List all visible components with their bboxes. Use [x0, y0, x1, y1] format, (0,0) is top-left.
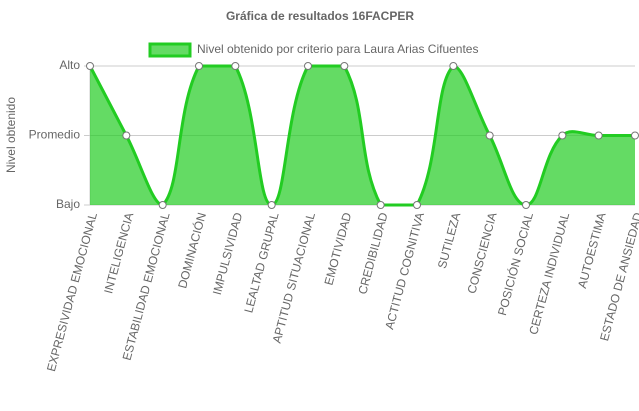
x-tick-label: DOMINACIÓN [174, 211, 209, 290]
point [522, 201, 530, 209]
y-tick-label: Bajo [56, 197, 80, 211]
y-axis-title: Nivel obtenido [4, 97, 18, 173]
x-tick-label: CREDIBILIDAD [355, 211, 390, 296]
y-tick-label: Alto [59, 58, 80, 72]
point [413, 201, 421, 209]
point [558, 131, 567, 140]
point [267, 201, 276, 209]
point [594, 131, 603, 140]
x-tick-label: ACTITUD COGNITIVA [382, 211, 427, 331]
point [231, 62, 240, 70]
point [485, 131, 494, 140]
point [158, 201, 167, 209]
chart-title: Gráfica de resultados 16FACPER [226, 9, 414, 23]
x-tick-label: SUTILEZA [435, 211, 463, 270]
x-tick-label: IMPULSIVIDAD [210, 211, 246, 297]
legend-swatch [148, 42, 192, 58]
x-tick-label: CERTEZA INDIVIDUAL [526, 211, 572, 336]
point [340, 62, 349, 70]
x-tick-label: LEALTAD GRUPAL [241, 211, 281, 315]
x-tick-label: EXPRESIVIDAD EMOCIONAL [44, 211, 100, 373]
point [631, 131, 639, 140]
point [86, 62, 94, 70]
point [122, 131, 131, 140]
x-tick-label: EMOTIVIDAD [321, 211, 354, 287]
x-tick-label: AUTOESTIMA [575, 211, 609, 290]
x-tick-label: INTELIGENCIA [101, 211, 136, 295]
point [304, 62, 312, 70]
x-tick-label: CONSCIENCIA [465, 211, 500, 295]
point [449, 62, 458, 70]
legend-label: Nivel obtenido por criterio para Laura A… [197, 42, 478, 56]
x-tick-label: POSICIÓN SOCIAL [494, 210, 536, 317]
point [195, 62, 203, 70]
y-tick-label: Promedio [29, 128, 81, 142]
point [376, 201, 385, 209]
